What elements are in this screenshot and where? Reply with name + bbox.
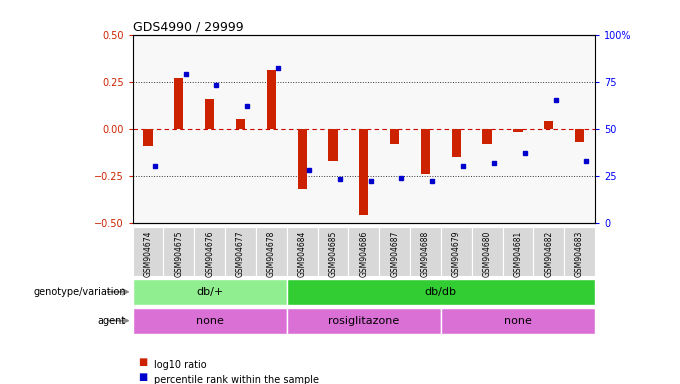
Bar	[328, 129, 337, 161]
Bar	[287, 279, 595, 305]
Bar	[564, 227, 595, 276]
Bar	[441, 308, 595, 334]
Bar	[298, 129, 307, 189]
Bar	[133, 308, 287, 334]
Bar	[379, 227, 410, 276]
Text: GSM904685: GSM904685	[328, 230, 337, 277]
Text: rosiglitazone: rosiglitazone	[328, 316, 399, 326]
Text: GSM904683: GSM904683	[575, 230, 584, 277]
Text: none: none	[196, 316, 224, 326]
Bar	[483, 129, 492, 144]
Text: GSM904678: GSM904678	[267, 230, 276, 277]
Bar	[359, 129, 369, 215]
Bar	[575, 129, 584, 142]
Bar	[287, 308, 441, 334]
Bar	[441, 227, 472, 276]
Text: db/+: db/+	[196, 287, 223, 297]
Text: GSM904680: GSM904680	[483, 230, 492, 277]
Bar	[390, 129, 399, 144]
Bar	[287, 227, 318, 276]
Bar	[267, 70, 276, 129]
Bar	[452, 129, 461, 157]
Bar	[205, 99, 214, 129]
Text: GDS4990 / 29999: GDS4990 / 29999	[133, 20, 243, 33]
Bar	[256, 227, 287, 276]
Bar	[225, 227, 256, 276]
Text: ■: ■	[139, 372, 152, 382]
Bar	[421, 129, 430, 174]
Bar	[472, 227, 503, 276]
Bar	[410, 227, 441, 276]
Text: genotype/variation: genotype/variation	[33, 287, 126, 297]
Bar	[236, 119, 245, 129]
Text: GSM904682: GSM904682	[544, 230, 554, 277]
Text: agent: agent	[97, 316, 126, 326]
Text: none: none	[504, 316, 532, 326]
Text: GSM904677: GSM904677	[236, 230, 245, 277]
Text: db/db: db/db	[425, 287, 457, 297]
Text: GSM904684: GSM904684	[298, 230, 307, 277]
Bar	[513, 129, 522, 132]
Text: ■: ■	[139, 357, 152, 367]
Text: percentile rank within the sample: percentile rank within the sample	[154, 375, 320, 384]
Text: GSM904686: GSM904686	[359, 230, 369, 277]
Bar	[174, 78, 184, 129]
Bar	[348, 227, 379, 276]
Text: GSM904674: GSM904674	[143, 230, 152, 277]
Bar	[163, 227, 194, 276]
Text: GSM904687: GSM904687	[390, 230, 399, 277]
Bar	[133, 279, 287, 305]
Bar	[318, 227, 348, 276]
Bar	[194, 227, 225, 276]
Bar	[133, 227, 163, 276]
Text: GSM904688: GSM904688	[421, 230, 430, 277]
Bar	[143, 129, 152, 146]
Bar	[503, 227, 533, 276]
Text: GSM904676: GSM904676	[205, 230, 214, 277]
Text: GSM904675: GSM904675	[174, 230, 184, 277]
Bar	[533, 227, 564, 276]
Text: log10 ratio: log10 ratio	[154, 360, 207, 370]
Text: GSM904679: GSM904679	[452, 230, 461, 277]
Bar	[544, 121, 554, 129]
Text: GSM904681: GSM904681	[513, 230, 522, 277]
